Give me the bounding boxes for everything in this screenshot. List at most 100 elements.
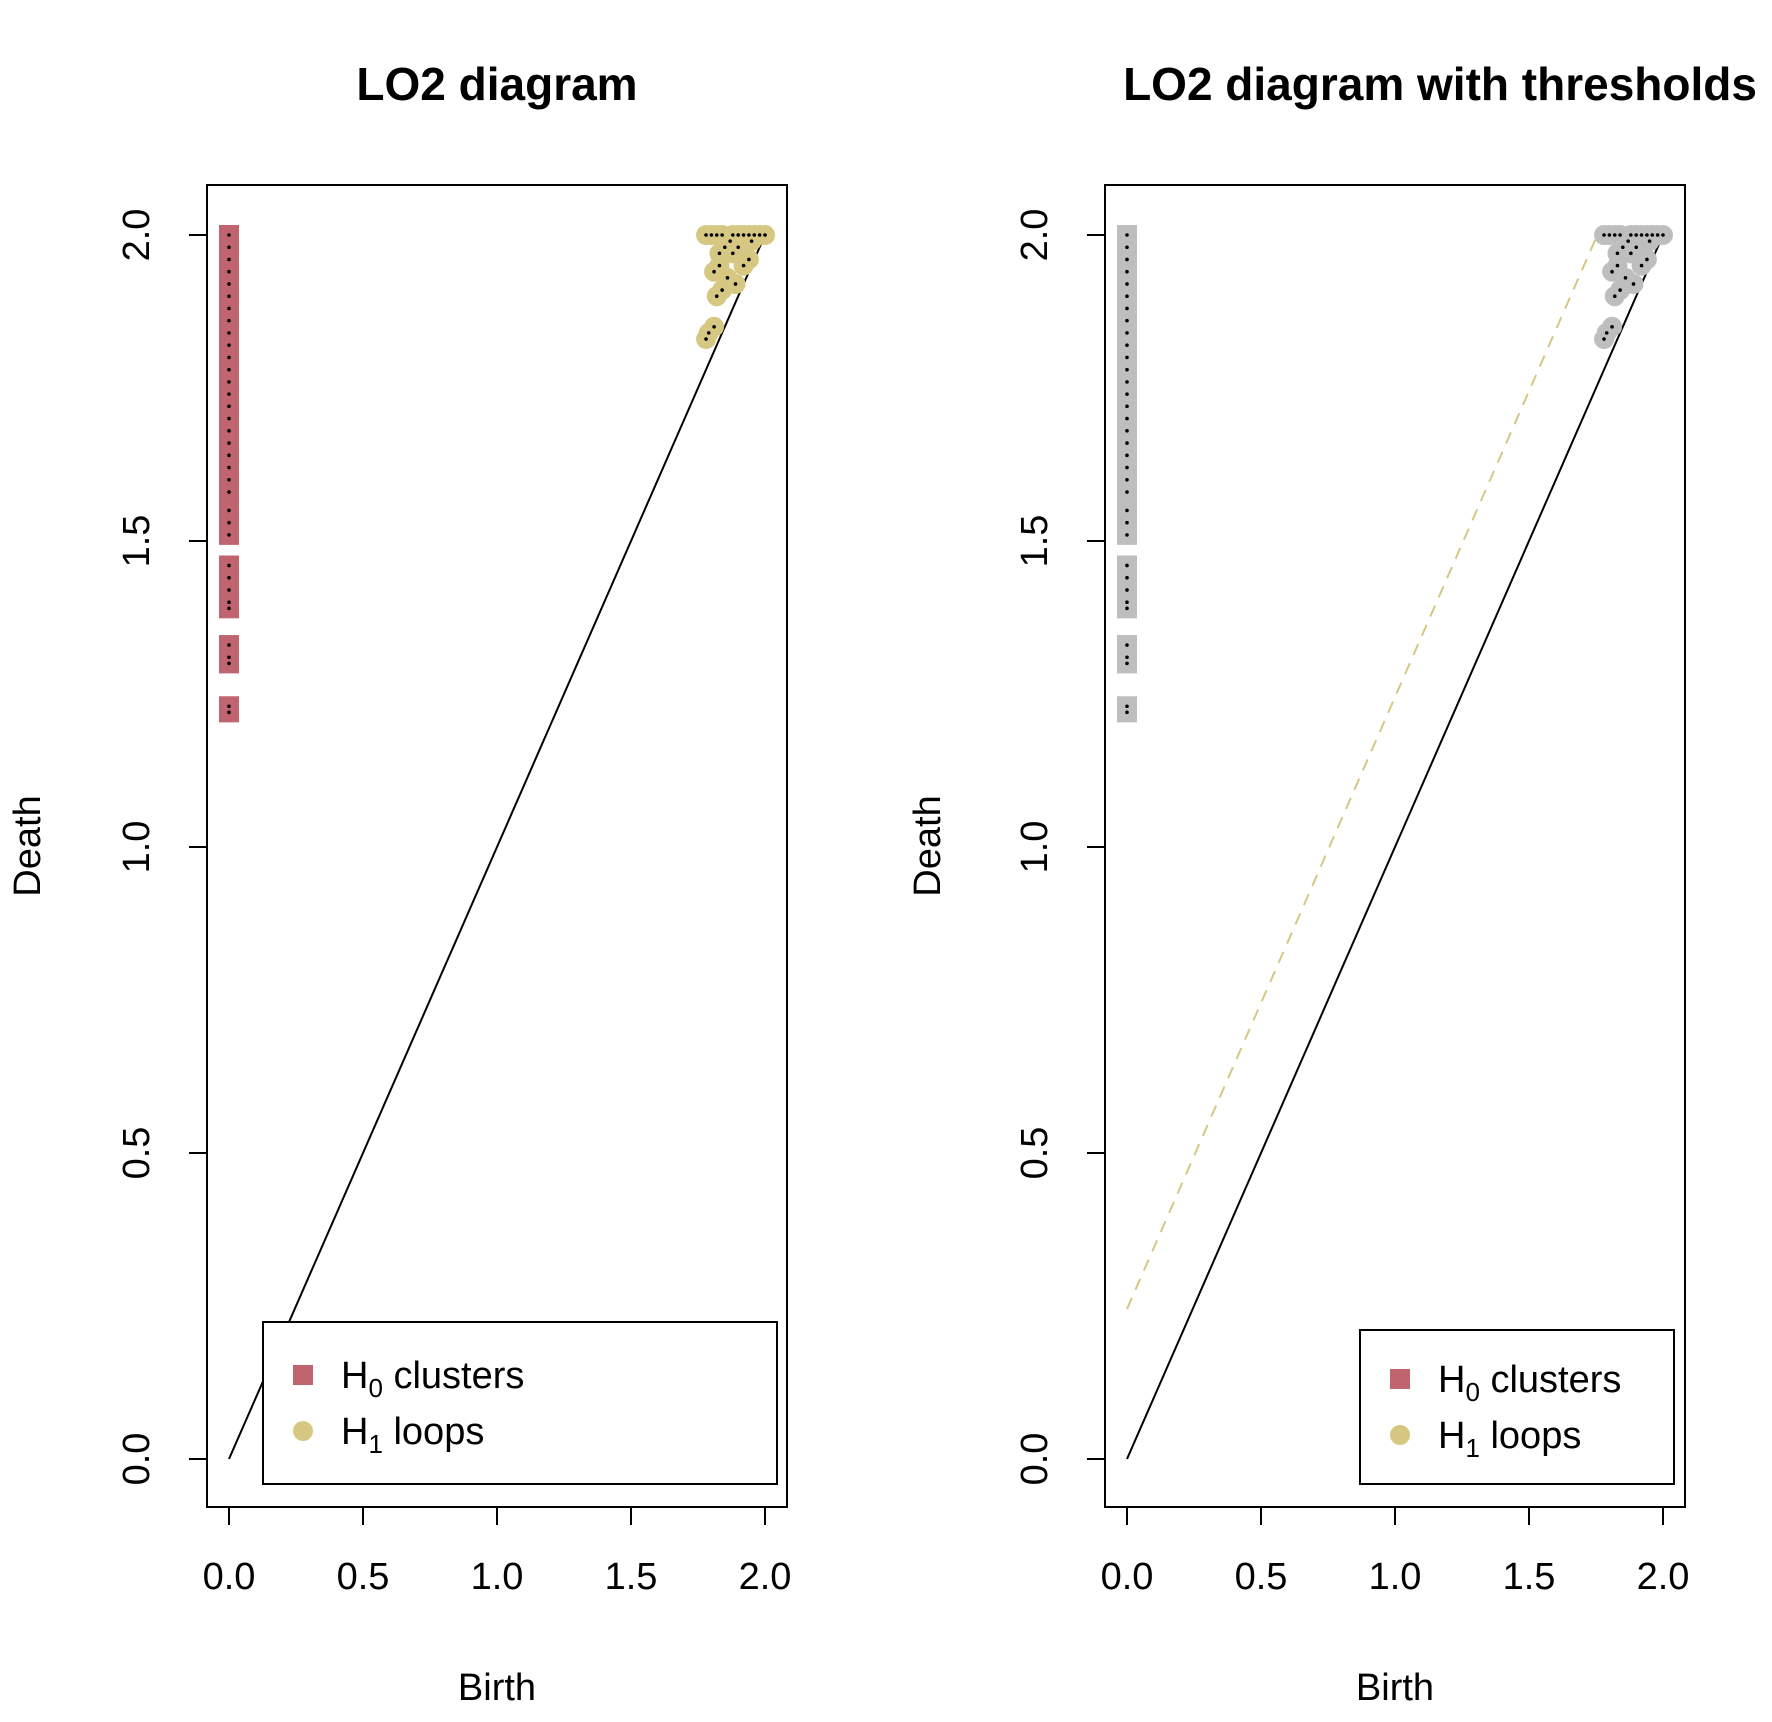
point-center-dot — [1631, 282, 1636, 286]
panel-1: LO2 diagram 0.0 0.5 1.0 1.5 2.0 0.0 0.5 1.0 1.5 2.… — [7, 58, 791, 1709]
point-center-dot — [704, 337, 708, 341]
panel-2: LO2 diagram with thresholds 0.0 0.5 1.0 1.5 2… — [907, 58, 1757, 1709]
point-center-dot — [227, 380, 231, 384]
point-center-dot — [227, 643, 231, 647]
y-tick-label: 0.5 — [1014, 1127, 1056, 1180]
point-center-dot — [227, 563, 231, 568]
point-center-dot — [1125, 453, 1129, 458]
legend-entry-label: H1 loops — [341, 1411, 484, 1459]
point-center-dot — [227, 392, 231, 396]
point-center-dot — [1615, 251, 1620, 256]
point-center-dot — [1125, 318, 1129, 323]
point-center-dot — [227, 575, 231, 580]
point-center-dot — [227, 416, 231, 421]
point-center-dot — [1125, 306, 1129, 311]
threshold-line — [1126, 234, 1599, 1310]
point-center-dot — [1655, 233, 1660, 237]
point-center-dot — [227, 600, 231, 604]
point-center-dot — [1639, 263, 1644, 268]
point-center-dot — [1125, 490, 1129, 494]
point-center-dot — [733, 282, 738, 286]
point-center-dot — [1650, 233, 1655, 237]
point-center-dot — [712, 269, 716, 274]
point-center-dot — [1125, 429, 1129, 433]
point-center-dot — [725, 276, 730, 280]
point-center-dot — [227, 465, 231, 470]
diagonal-line — [228, 234, 766, 1460]
point-center-dot — [1125, 606, 1129, 611]
point-center-dot — [712, 325, 716, 329]
point-center-dot — [227, 704, 231, 709]
y-axis-label: Death — [907, 795, 949, 896]
point-center-dot — [1125, 588, 1129, 592]
point-center-dot — [1634, 245, 1638, 250]
chart-title: LO2 diagram — [356, 58, 637, 110]
y-tick-label: 1.0 — [1014, 821, 1056, 874]
point-center-dot — [1125, 355, 1129, 360]
legend-box — [1359, 1329, 1675, 1485]
point-center-dot — [227, 404, 231, 409]
point-center-dot — [1125, 465, 1129, 470]
legend-square-marker — [293, 1365, 313, 1385]
point-center-dot — [227, 282, 231, 286]
point-center-dot — [1125, 282, 1129, 286]
point-center-dot — [1125, 404, 1129, 409]
point-center-dot — [717, 263, 722, 268]
x-tick-label: 0.0 — [1101, 1556, 1154, 1598]
point-center-dot — [717, 251, 722, 256]
point-center-dot — [1125, 704, 1129, 709]
point-center-dot — [227, 429, 231, 433]
point-center-dot — [747, 257, 751, 262]
legend-entry-label: H0 clusters — [341, 1355, 524, 1403]
point-center-dot — [749, 239, 754, 243]
y-tick-label: 0.5 — [116, 1127, 158, 1180]
point-center-dot — [227, 233, 231, 237]
y-tick-label: 2.0 — [116, 209, 158, 262]
point-center-dot — [704, 233, 708, 237]
point-center-dot — [227, 520, 231, 525]
point-center-dot — [227, 490, 231, 494]
point-center-dot — [227, 269, 231, 274]
point-center-dot — [1125, 520, 1129, 525]
point-center-dot — [227, 588, 231, 592]
point-center-dot — [752, 233, 757, 237]
point-center-dot — [1125, 416, 1129, 421]
point-center-dot — [227, 306, 231, 311]
point-center-dot — [1615, 263, 1620, 268]
point-center-dot — [720, 288, 724, 292]
x-tick-label: 0.0 — [203, 1556, 256, 1598]
point-center-dot — [1629, 233, 1633, 237]
y-tick-label: 1.5 — [1014, 515, 1056, 568]
point-center-dot — [1661, 233, 1665, 237]
point-center-dot — [227, 441, 231, 445]
x-tick-label: 1.0 — [471, 1556, 524, 1598]
series-h1-loops — [696, 225, 775, 350]
point-center-dot — [1612, 294, 1617, 299]
series-h0-clusters — [219, 225, 239, 723]
x-tick-label: 0.5 — [1235, 1556, 1288, 1598]
point-center-dot — [1602, 337, 1606, 341]
y-tick-label: 1.0 — [116, 821, 158, 874]
point-center-dot — [1125, 380, 1129, 384]
x-tick-label: 0.5 — [337, 1556, 390, 1598]
x-tick-label: 2.0 — [739, 1556, 792, 1598]
point-center-dot — [1125, 294, 1129, 299]
point-center-dot — [1125, 710, 1129, 715]
point-center-dot — [1602, 233, 1606, 237]
legend: H0 clusters H1 loops — [1359, 1329, 1675, 1485]
point-center-dot — [1623, 276, 1628, 280]
x-tick-label: 1.0 — [1369, 1556, 1422, 1598]
point-center-dot — [1125, 575, 1129, 580]
point-center-dot — [1645, 257, 1649, 262]
point-center-dot — [227, 343, 231, 347]
point-center-dot — [1125, 331, 1129, 335]
point-center-dot — [720, 233, 724, 237]
x-tick-label: 1.5 — [605, 1556, 658, 1598]
point-center-dot — [723, 245, 727, 250]
point-center-dot — [1125, 269, 1129, 274]
point-center-dot — [227, 655, 231, 660]
x-axis-label: Birth — [458, 1667, 536, 1709]
point-center-dot — [1125, 661, 1129, 666]
point-center-dot — [1645, 233, 1649, 237]
